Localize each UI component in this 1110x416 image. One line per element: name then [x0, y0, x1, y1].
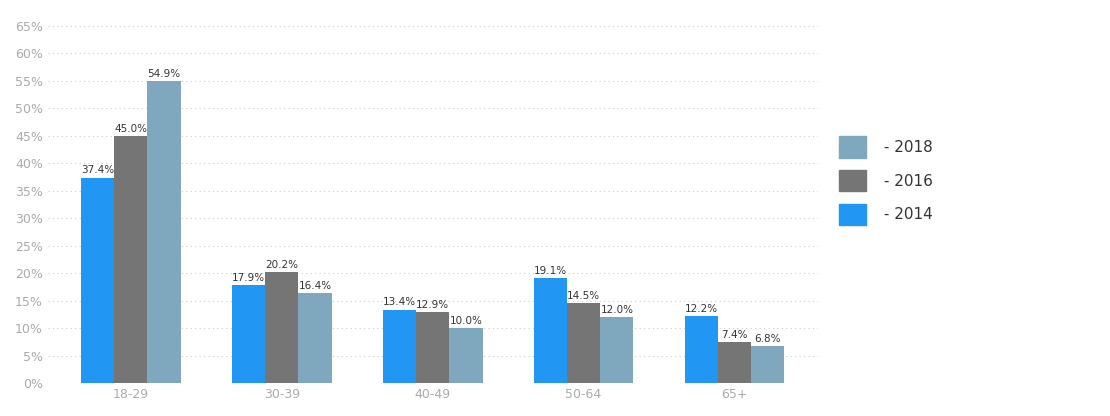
Text: 45.0%: 45.0% — [114, 124, 148, 134]
Text: 54.9%: 54.9% — [148, 69, 181, 79]
Bar — [601, 317, 634, 383]
Bar — [416, 312, 450, 383]
Text: 19.1%: 19.1% — [534, 266, 567, 276]
Text: 12.9%: 12.9% — [416, 300, 450, 310]
Bar — [232, 285, 265, 383]
Bar — [450, 328, 483, 383]
Text: 12.2%: 12.2% — [685, 304, 718, 314]
Bar — [751, 346, 785, 383]
Bar — [265, 272, 299, 383]
Text: 20.2%: 20.2% — [265, 260, 299, 270]
Text: 12.0%: 12.0% — [601, 305, 634, 315]
Text: 14.5%: 14.5% — [567, 291, 601, 301]
Bar — [299, 293, 332, 383]
Bar — [685, 316, 718, 383]
Text: 7.4%: 7.4% — [722, 330, 748, 340]
Text: 16.4%: 16.4% — [299, 281, 332, 291]
Legend:  - 2018,  - 2016,  - 2014: - 2018, - 2016, - 2014 — [832, 130, 939, 231]
Text: 6.8%: 6.8% — [755, 334, 781, 344]
Bar — [148, 82, 181, 383]
Bar — [383, 310, 416, 383]
Bar — [718, 342, 751, 383]
Bar — [567, 303, 601, 383]
Text: 10.0%: 10.0% — [450, 316, 483, 326]
Text: 37.4%: 37.4% — [81, 166, 114, 176]
Text: 13.4%: 13.4% — [383, 297, 416, 307]
Bar — [534, 278, 567, 383]
Bar — [81, 178, 114, 383]
Text: 17.9%: 17.9% — [232, 272, 265, 282]
Bar — [114, 136, 148, 383]
